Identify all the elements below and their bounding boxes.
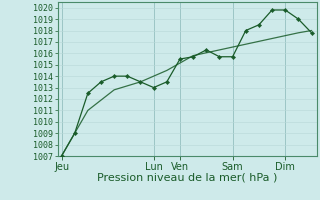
X-axis label: Pression niveau de la mer( hPa ): Pression niveau de la mer( hPa ) bbox=[97, 173, 277, 183]
